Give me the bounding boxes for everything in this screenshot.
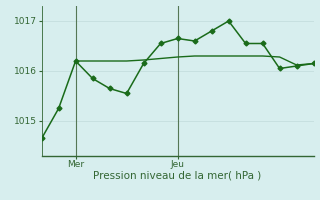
X-axis label: Pression niveau de la mer( hPa ): Pression niveau de la mer( hPa ) — [93, 171, 262, 181]
